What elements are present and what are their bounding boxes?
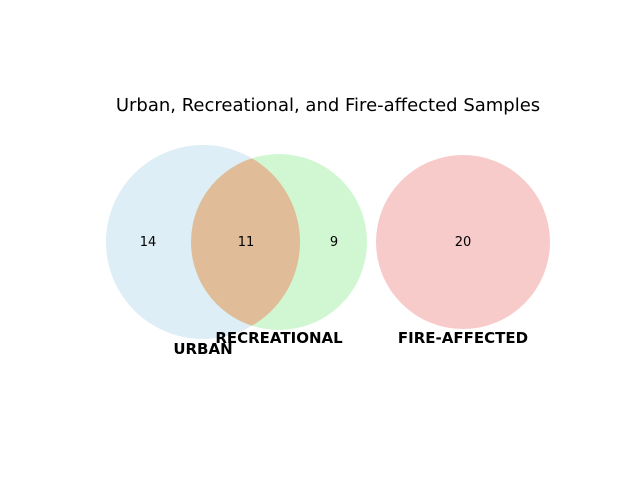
fire-affected-circle	[376, 155, 550, 329]
fire-affected-count: 20	[455, 235, 472, 250]
urban-recreational-overlap	[191, 154, 300, 330]
fire-affected-label: FIRE-AFFECTED	[398, 329, 528, 347]
urban-only-count: 14	[140, 235, 157, 250]
urban-recreational-count: 11	[238, 235, 255, 250]
recreational-only-count: 9	[330, 235, 338, 250]
recreational-label: RECREATIONAL	[215, 329, 343, 347]
diagram-title: Urban, Recreational, and Fire-affected S…	[116, 95, 540, 116]
urban-label: URBAN	[173, 340, 232, 358]
